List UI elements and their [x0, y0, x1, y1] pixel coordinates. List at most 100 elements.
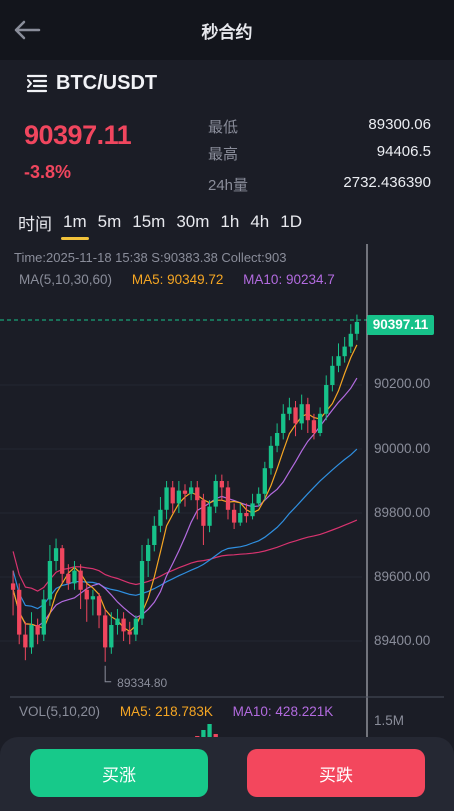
buy-down-button[interactable]: 买跌 [247, 749, 425, 797]
candle-body [336, 356, 341, 366]
pair-selector[interactable]: BTC/USDT [26, 68, 157, 98]
tab-1d[interactable]: 1D [280, 212, 302, 231]
ma-legend: MA(5,10,30,60) MA5: 90349.72 MA10: 90234… [19, 272, 335, 287]
candle-body [115, 618, 120, 625]
y-tick-label: 89600.00 [374, 569, 431, 584]
candle-body [103, 615, 108, 648]
high-label: 最高 [208, 146, 239, 163]
current-price-tag: 90397.11 [367, 315, 434, 335]
candle-body [225, 487, 231, 510]
candle-body [201, 500, 206, 526]
crosshair-info: Time:2025-11-18 15:38 S:90383.38 Collect… [14, 250, 287, 265]
action-bar: 买涨 买跌 [0, 737, 454, 811]
volume-bar [201, 730, 206, 740]
candle-body [47, 561, 53, 600]
top-bar: 秒合约 [0, 0, 454, 60]
candle-body [35, 625, 40, 635]
high-value: 94406.5 [376, 143, 431, 160]
buy-up-button[interactable]: 买涨 [30, 749, 208, 797]
candle-body [238, 513, 243, 523]
ma-prefix: MA(5,10,30,60) [19, 272, 113, 287]
candle-body [164, 487, 169, 510]
candle-body [17, 589, 22, 635]
pair-name: BTC/USDT [56, 71, 158, 94]
candle-body [152, 525, 157, 545]
low-label: 最低 [208, 119, 239, 136]
candle-body [84, 589, 89, 600]
volume-axis-label: 1.5M [374, 713, 405, 728]
candle-body [274, 433, 280, 446]
candle-body [72, 570, 77, 584]
candle-body [293, 407, 298, 424]
candle-body [324, 385, 329, 414]
ma60-line [12, 519, 358, 592]
candle-body [109, 625, 114, 648]
tab-30m[interactable]: 30m [176, 212, 210, 231]
candle-body [262, 468, 267, 494]
candle-body [66, 573, 71, 584]
candle-body [330, 365, 335, 385]
candle-body [244, 513, 249, 517]
ma5-value: MA5: 90349.72 [131, 272, 224, 287]
candle-body [41, 599, 46, 635]
candle-body [139, 561, 145, 619]
tab-5m[interactable]: 5m [97, 212, 122, 231]
back-arrow-icon[interactable] [12, 18, 42, 42]
candle-body [121, 618, 126, 632]
candle-body [182, 490, 188, 494]
tab-4h[interactable]: 4h [250, 212, 270, 231]
candle-body [195, 487, 200, 501]
candle-body [268, 445, 274, 469]
candle-body [348, 333, 353, 347]
candle-body [133, 618, 139, 635]
tab-1m[interactable]: 1m [61, 212, 89, 240]
candle-body [213, 481, 218, 507]
candle-body [354, 321, 360, 334]
y-tick-label: 90200.00 [374, 376, 431, 391]
y-tick-label: 90000.00 [374, 441, 431, 456]
candle-body [219, 481, 224, 488]
candle-body [60, 548, 65, 574]
vol-prefix: VOL(5,10,20) [19, 704, 101, 719]
candle-body [342, 346, 347, 357]
volume-label: 24h量 [208, 177, 249, 194]
timeframe-tabs: 时间 1m 5m 15m 30m 1h 4h 1D [18, 210, 313, 240]
candle-body [96, 596, 102, 616]
price-change: -3.8% [24, 162, 72, 182]
volume-value: 2732.436390 [343, 174, 431, 191]
tab-1h[interactable]: 1h [220, 212, 240, 231]
candle-body [53, 548, 59, 561]
candle-body [305, 404, 310, 421]
candle-body [146, 545, 151, 561]
candle-body [287, 407, 292, 414]
menu-list-icon[interactable] [26, 73, 48, 93]
candle-body [281, 413, 286, 433]
candlestick-chart[interactable]: 89334.80 [0, 244, 454, 740]
tab-time[interactable]: 时间 [18, 214, 52, 234]
vol-ma10: MA10: 428.221K [232, 704, 334, 719]
candle-body [250, 503, 255, 517]
candle-body [188, 487, 194, 494]
low-value: 89300.06 [368, 116, 431, 133]
candle-body [311, 420, 317, 433]
candle-body [170, 487, 175, 504]
candle-body [176, 490, 182, 504]
y-tick-label: 89400.00 [374, 633, 431, 648]
volume-bar [207, 724, 212, 740]
candle-body [10, 583, 16, 590]
low-marker-label: 89334.80 [117, 676, 167, 690]
y-tick-label: 89800.00 [374, 505, 431, 520]
ma10-line [12, 377, 358, 627]
candle-body [299, 404, 304, 424]
candle-body [78, 570, 83, 590]
tab-15m[interactable]: 15m [132, 212, 166, 231]
ma10-value: MA10: 90234.7 [243, 272, 335, 287]
candle-body [207, 506, 212, 526]
volume-legend: VOL(5,10,20) MA5: 218.783K MA10: 428.221… [19, 704, 333, 719]
candle-body [90, 596, 96, 600]
ma30-line [12, 448, 358, 610]
candle-body [317, 413, 323, 433]
candle-body [231, 509, 237, 523]
candle-body [256, 493, 261, 504]
candle-body [158, 509, 163, 526]
